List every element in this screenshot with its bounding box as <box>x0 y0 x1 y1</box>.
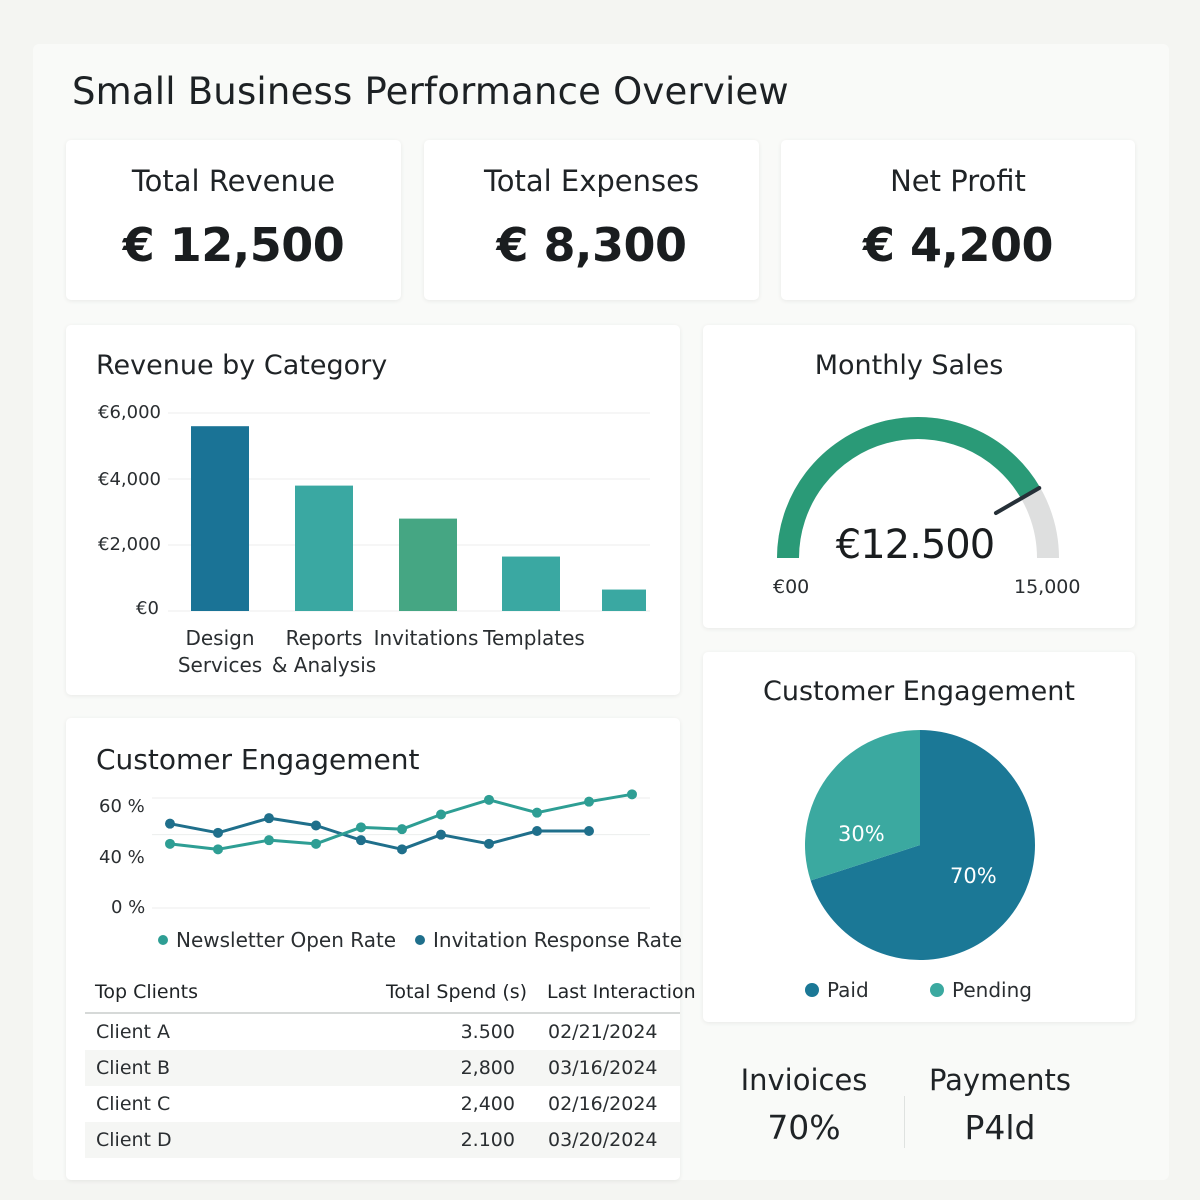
legend-invitation[interactable]: Invitation Response Rate <box>415 928 682 952</box>
legend-dot-icon <box>930 983 944 997</box>
engagement-pie-title: Customer Engagement <box>763 676 1075 707</box>
legend-paid[interactable]: Paid <box>805 978 869 1002</box>
payments-value: P4ld <box>964 1108 1036 1147</box>
payments-label: Payments <box>928 1063 1072 1097</box>
cell-client: Client D <box>96 1129 172 1151</box>
category-label-line: & Analysis <box>271 653 377 677</box>
y-tick-label: 0 % <box>111 897 146 918</box>
cell-last: 02/21/2024 <box>548 1021 658 1043</box>
engagement-line-title: Customer Engagement <box>96 743 420 776</box>
table-header-spend[interactable]: Total Spend (s) <box>386 981 528 1003</box>
legend-label: Paid <box>827 978 869 1002</box>
revenue-chart-card <box>66 325 680 695</box>
table-header-client[interactable]: Top Clients <box>95 981 199 1003</box>
legend-dot-icon <box>415 935 425 945</box>
kpi-title: Total Revenue <box>131 164 336 198</box>
cell-spend: 2,400 <box>460 1093 515 1115</box>
cell-spend: 2.100 <box>460 1129 515 1151</box>
cell-client: Client A <box>96 1021 171 1043</box>
kpi-card-profit[interactable]: Net Profit € 4,200 <box>781 140 1135 300</box>
invoices-value: 70% <box>767 1108 841 1147</box>
page-title: Small Business Performance Overview <box>72 70 789 113</box>
category-label-line: Templates <box>483 626 585 650</box>
y-tick-label: 60 % <box>99 796 145 817</box>
y-tick-label: €0 <box>136 598 159 619</box>
category-label-line: Reports <box>285 626 363 650</box>
y-tick-label: €2,000 <box>98 534 161 555</box>
legend-dot-icon <box>805 983 819 997</box>
category-label-design: Design Services <box>170 625 270 679</box>
gauge-min-label: €00 <box>773 576 810 598</box>
category-label-templates: Templates <box>482 625 586 652</box>
category-label-invitations: Invitations <box>372 625 480 652</box>
kpi-title: Net Profit <box>890 164 1026 198</box>
pie-label-pending: 30% <box>838 822 885 846</box>
table-row[interactable]: Client A 3.500 02/21/2024 <box>85 1014 680 1050</box>
kpi-card-revenue[interactable]: Total Revenue € 12,500 <box>66 140 401 300</box>
cell-spend: 2,800 <box>460 1057 515 1079</box>
category-label-line: Services <box>177 653 263 677</box>
category-label-line: Design <box>185 626 255 650</box>
revenue-chart-title: Revenue by Category <box>96 350 388 381</box>
kpi-value: € 8,300 <box>496 218 687 272</box>
legend-label: Pending <box>952 978 1032 1002</box>
table-row[interactable]: Client B 2,800 03/16/2024 <box>85 1050 680 1086</box>
legend-label: Invitation Response Rate <box>433 928 683 952</box>
kpi-card-expenses[interactable]: Total Expenses € 8,300 <box>424 140 759 300</box>
cell-last: 03/16/2024 <box>548 1057 658 1079</box>
table-row[interactable]: Client C 2,400 02/16/2024 <box>85 1086 680 1122</box>
monthly-sales-title: Monthly Sales <box>814 350 1004 381</box>
gauge-max-label: 15,000 <box>1014 576 1081 598</box>
gauge-value: €12.500 <box>835 522 995 568</box>
stats-divider <box>904 1096 905 1148</box>
kpi-value: € 12,500 <box>122 218 345 272</box>
invoices-label: Invioices <box>740 1063 868 1097</box>
engagement-pie-card <box>703 652 1135 1022</box>
y-tick-label: €6,000 <box>98 402 161 423</box>
legend-label: Newsletter Open Rate <box>176 928 397 952</box>
cell-last: 02/16/2024 <box>548 1093 658 1115</box>
legend-pending[interactable]: Pending <box>930 978 1032 1002</box>
table-row[interactable]: Client D 2.100 03/20/2024 <box>85 1122 680 1158</box>
cell-spend: 3.500 <box>460 1021 515 1043</box>
kpi-value: € 4,200 <box>862 218 1054 272</box>
table-header-divider <box>85 1012 680 1014</box>
category-label-reports: Reports & Analysis <box>266 625 382 679</box>
cell-client: Client B <box>96 1057 171 1079</box>
legend-dot-icon <box>158 935 168 945</box>
y-tick-label: €4,000 <box>98 469 161 490</box>
y-tick-label: 40 % <box>99 847 145 868</box>
table-header-last[interactable]: Last Interaction <box>547 981 696 1003</box>
cell-last: 03/20/2024 <box>548 1129 658 1151</box>
pie-label-paid: 70% <box>950 864 997 888</box>
legend-newsletter[interactable]: Newsletter Open Rate <box>158 928 396 952</box>
cell-client: Client C <box>96 1093 171 1115</box>
kpi-title: Total Expenses <box>483 164 700 198</box>
category-label-line: Invitations <box>373 626 479 650</box>
